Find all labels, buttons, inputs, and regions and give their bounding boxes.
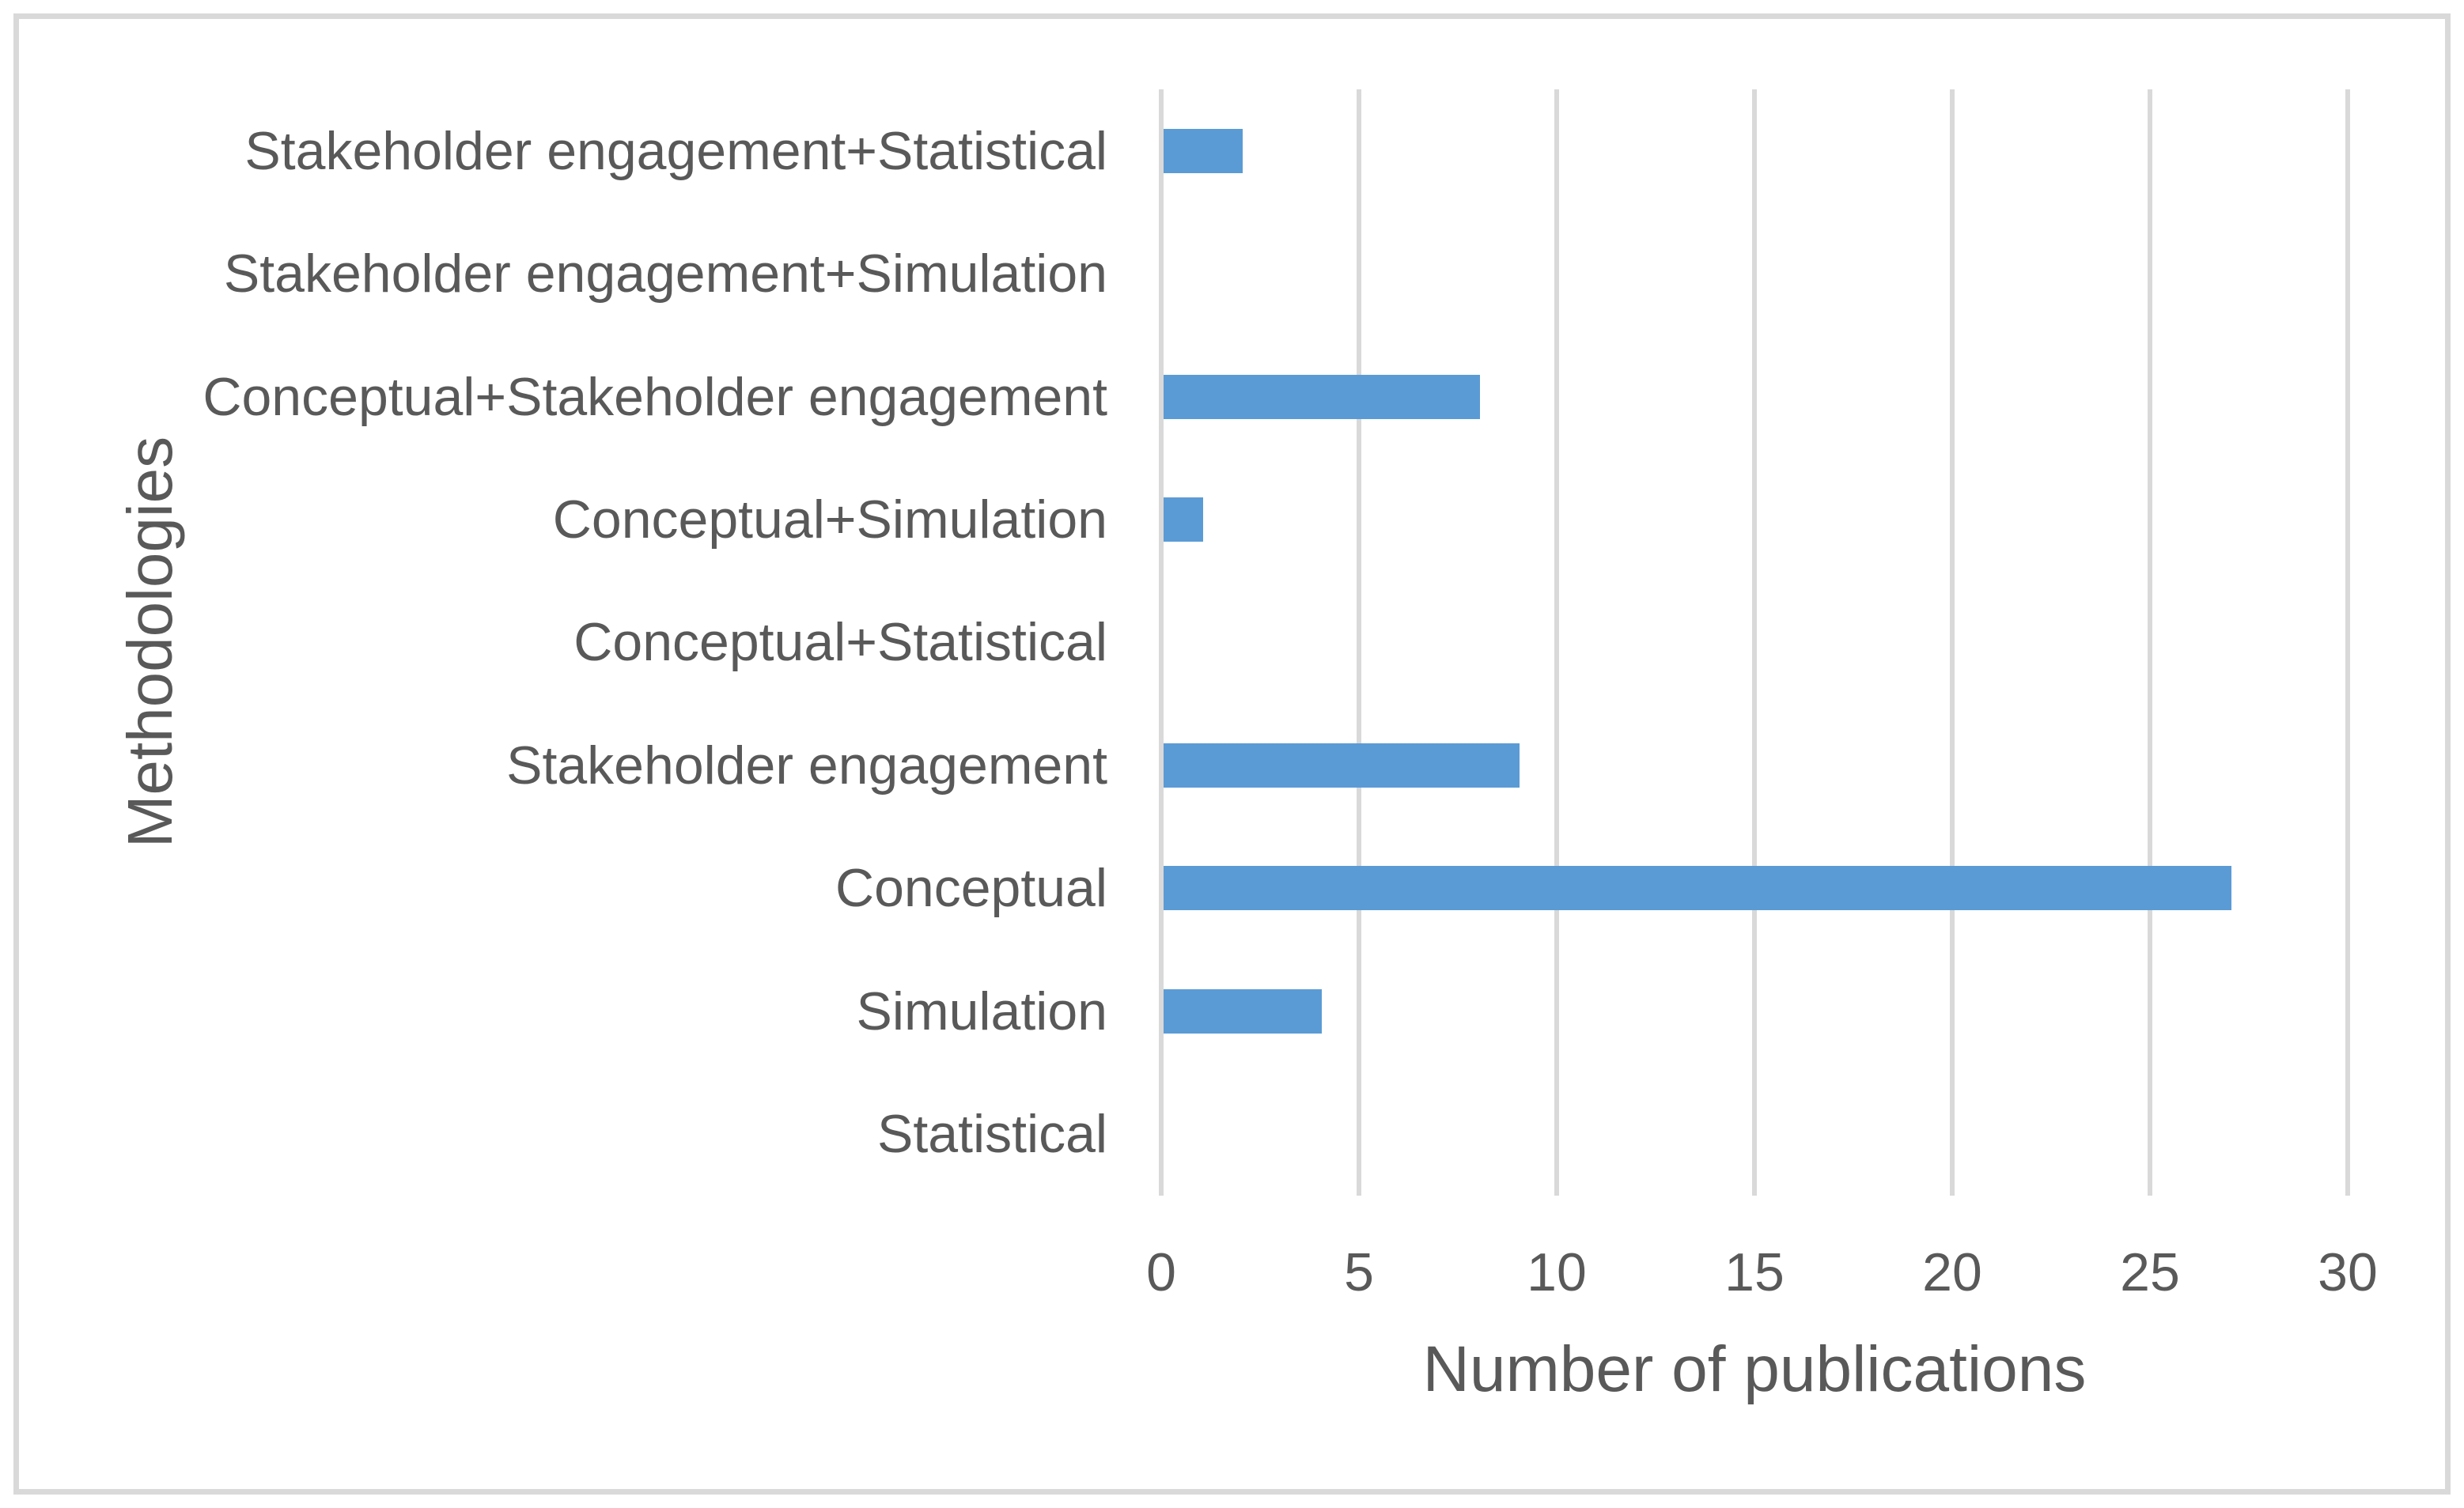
bar [1164,866,2231,911]
gridline [1950,89,1955,1196]
bar [1164,128,1243,173]
x-axis-tick-labels: 0 5 10 15 20 25 30 [1146,1242,2378,1302]
bar [1164,374,1480,419]
bar [1164,988,1322,1034]
bar [1164,497,1203,542]
category-label: Statistical [877,1104,1107,1165]
category-axis-labels: Stakeholder engagement+Statistical Stakeh… [0,89,1107,1196]
category-label: Stakeholder engagement [506,735,1107,796]
gridline [2345,89,2350,1196]
gridline [1357,89,1361,1196]
category-label: Conceptual [835,858,1107,919]
x-tick-label: 20 [1922,1242,1982,1302]
gridline [1752,89,1757,1196]
x-tick-label: 0 [1146,1242,1176,1302]
category-label: Conceptual+Simulation [552,489,1107,550]
x-axis-title: Number of publications [1422,1333,2087,1405]
category-label: Stakeholder engagement+Statistical [244,120,1107,181]
x-tick-label: 5 [1344,1242,1374,1302]
category-label: Conceptual+Stakeholder engagement [202,366,1107,427]
gridline [2148,89,2152,1196]
plot-area [1159,89,2350,1196]
x-tick-label: 15 [1724,1242,1785,1302]
x-tick-label: 25 [2120,1242,2180,1302]
gridline [1159,89,1164,1196]
x-tick-label: 10 [1527,1242,1587,1302]
bar [1164,743,1520,788]
gridline [1554,89,1559,1196]
x-tick-label: 30 [2318,1242,2378,1302]
category-label: Stakeholder engagement+Simulation [223,244,1107,304]
category-label: Simulation [856,981,1108,1041]
category-label: Conceptual+Statistical [573,612,1107,673]
